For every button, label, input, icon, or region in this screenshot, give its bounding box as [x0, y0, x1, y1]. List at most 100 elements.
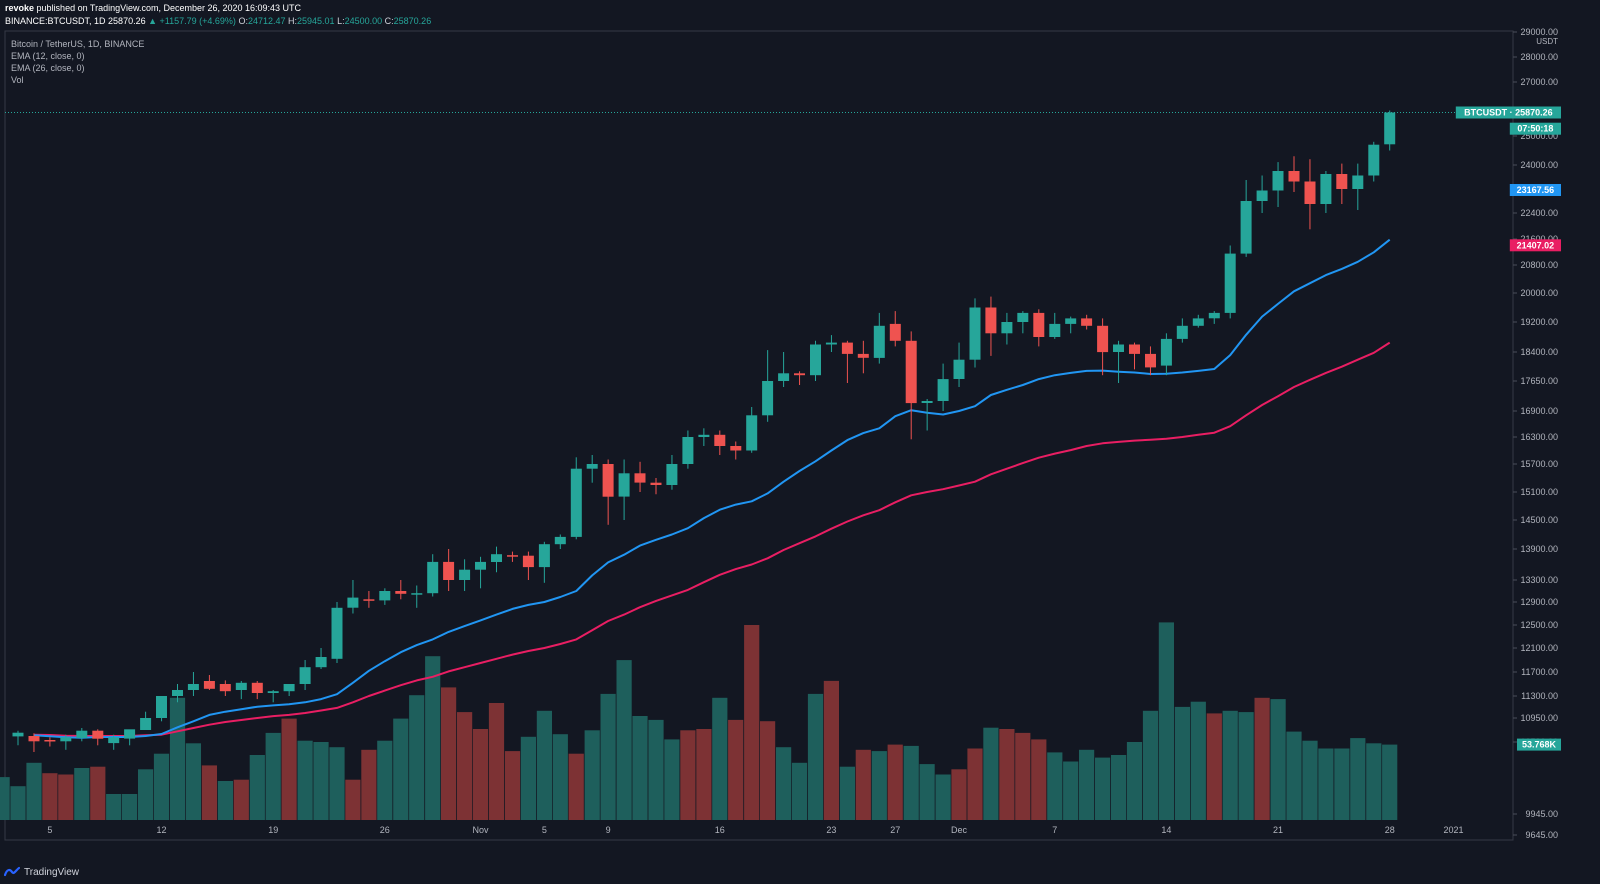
candle [522, 551, 534, 580]
volume-bar [488, 703, 505, 820]
candle-body [1352, 175, 1364, 189]
candle [1256, 175, 1268, 213]
candle [682, 430, 694, 469]
candle [60, 734, 72, 750]
candle [299, 660, 311, 690]
candle-body [905, 340, 917, 404]
volume-bar [1286, 731, 1302, 820]
candle-body [1304, 181, 1316, 204]
price-axis: 9645.009945.0010590.0010950.0011300.0011… [1513, 27, 1558, 840]
volume-bar [90, 766, 106, 820]
candle-body [522, 555, 534, 568]
volume-bar [648, 719, 664, 820]
candle [1001, 312, 1013, 345]
volume-bar [58, 774, 74, 820]
open-label: O: [238, 16, 248, 26]
candle-body [28, 736, 40, 742]
candle [1081, 314, 1093, 330]
candle [666, 455, 678, 490]
legend-vol[interactable]: Vol [11, 75, 24, 85]
volume-bar [1238, 712, 1254, 820]
price-tick-label: 19200.00 [1520, 317, 1558, 327]
volume-bar [377, 740, 393, 820]
volume-bar [871, 751, 887, 820]
time-label: 23 [826, 825, 836, 835]
candle-body [427, 561, 439, 594]
candle [12, 730, 24, 746]
price-tick-label: 18400.00 [1520, 347, 1558, 357]
candle [905, 331, 917, 440]
badge-bg [1517, 738, 1561, 751]
candle-body [602, 464, 614, 497]
high-value: 25945.01 [297, 16, 335, 26]
volume-bar [807, 693, 824, 820]
publisher[interactable]: revoke [5, 3, 35, 13]
candle [76, 728, 88, 742]
time-label: 2021 [1443, 825, 1463, 835]
volume-bar [1111, 755, 1127, 820]
candle [1176, 318, 1188, 343]
candle-body [1033, 312, 1045, 337]
candle-body [395, 591, 407, 594]
candle [363, 591, 375, 608]
price-tick-label: 15100.00 [1520, 487, 1558, 497]
published-text: published on TradingView.com, December 2… [36, 3, 302, 13]
brand-label: TradingView [24, 866, 80, 878]
candle [810, 340, 821, 381]
badge-bg [1509, 184, 1561, 196]
volume-bar [919, 764, 935, 820]
candles [5, 110, 1513, 752]
candle [172, 684, 183, 703]
candle [331, 602, 343, 663]
candle [1145, 346, 1156, 376]
legend-ema26[interactable]: EMA (26, close, 0) [11, 63, 85, 73]
plot-frame [4, 30, 1514, 841]
volume-bar [393, 718, 409, 820]
price-tick-label: 9945.00 [1525, 809, 1558, 819]
tradingview-brand[interactable]: TradingView [4, 864, 79, 880]
legend-ema12[interactable]: EMA (12, close, 0) [11, 51, 85, 61]
candle [1160, 333, 1172, 376]
candle [28, 733, 40, 752]
candle [794, 371, 805, 385]
candle [714, 430, 726, 455]
change: ▲ +1157.79 (+4.69%) [148, 16, 236, 26]
volume-bar [520, 736, 536, 820]
candle [778, 352, 790, 387]
volume-bar [185, 743, 201, 820]
candle-body [459, 569, 471, 580]
candle [1288, 156, 1300, 192]
legend-title[interactable]: Bitcoin / TetherUS, 1D, BINANCE [11, 39, 145, 49]
volume-bar [441, 687, 457, 820]
candle-body [1208, 312, 1220, 319]
candle-body [666, 464, 678, 485]
candle [825, 335, 837, 352]
candle [427, 554, 439, 597]
volume-bar [504, 751, 521, 820]
price-tick-label: 11700.00 [1521, 667, 1558, 677]
candle-body [1097, 325, 1109, 353]
tradingview-logo-icon [4, 866, 20, 877]
candle-body [443, 561, 455, 580]
price-tick-label: 17650.00 [1520, 376, 1558, 386]
candle-body [60, 737, 72, 742]
candle [108, 734, 120, 750]
low-label: L: [337, 16, 345, 26]
volume-bar [1350, 738, 1366, 820]
volume-bar [696, 729, 712, 820]
badge-bg [1509, 239, 1561, 252]
candle [1097, 318, 1109, 376]
ema12-line-group [33, 238, 1391, 739]
candle-body [1288, 171, 1300, 182]
candle-body [124, 729, 136, 739]
ema12-line [33, 238, 1391, 739]
volume-bar [74, 768, 90, 820]
volume-bar [1095, 757, 1111, 820]
price-tick-label: 24000.00 [1520, 160, 1558, 170]
volume-bar [616, 660, 632, 820]
candle-body [219, 684, 231, 692]
volume-bar [680, 730, 696, 820]
open-value: 24712.47 [247, 16, 286, 26]
candle [730, 441, 742, 460]
